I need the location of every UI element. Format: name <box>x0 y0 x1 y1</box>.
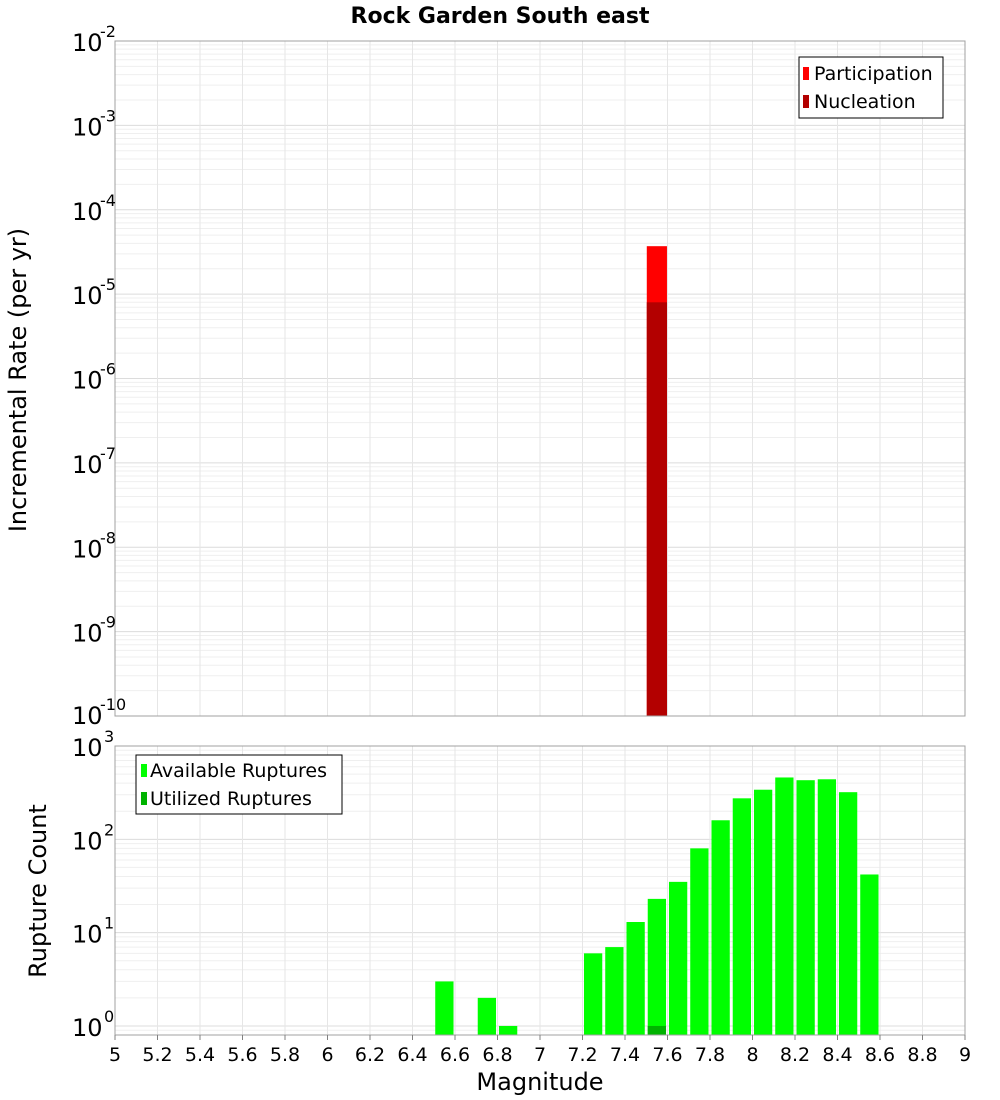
bar-available-ruptures <box>605 947 624 1035</box>
top-y-tick-base: 10 <box>72 282 103 310</box>
top-y-tick-base: 10 <box>72 29 103 57</box>
x-tick-label: 7.8 <box>695 1044 725 1066</box>
legend-label-utilized-ruptures: Utilized Ruptures <box>150 788 312 810</box>
x-tick-label: 7.4 <box>610 1044 640 1066</box>
bar-available-ruptures <box>498 1025 518 1035</box>
top-plot-frame <box>114 40 966 717</box>
bar-available-ruptures <box>796 780 815 1035</box>
x-tick-label: 8.8 <box>907 1044 937 1066</box>
x-tick-label: 6.2 <box>355 1044 385 1066</box>
x-tick-label: 8.4 <box>822 1044 852 1066</box>
x-tick-label: 8.2 <box>780 1044 810 1066</box>
x-tick-label: 8 <box>746 1044 758 1066</box>
bar-available-ruptures <box>860 874 879 1035</box>
bar-available-ruptures <box>668 881 688 1035</box>
x-tick-label: 7.6 <box>652 1044 682 1066</box>
bottom-y-tick-exponent: 3 <box>104 727 114 746</box>
top-y-tick-exponent: -5 <box>100 275 116 294</box>
bottom-bars <box>435 777 879 1035</box>
top-y-tick-exponent: -6 <box>100 360 116 379</box>
x-tick-label: 6 <box>321 1044 333 1066</box>
top-y-tick-exponent: -8 <box>100 528 116 547</box>
bottom-y-tick-base: 10 <box>72 921 103 949</box>
x-tick-label: 6.4 <box>397 1044 427 1066</box>
x-tick-label: 5.2 <box>142 1044 172 1066</box>
legend-swatch-participation <box>803 67 809 80</box>
top-y-tick-base: 10 <box>72 367 103 395</box>
bottom-y-tick-exponent: 1 <box>104 914 114 933</box>
top-bars <box>646 246 667 716</box>
x-tick-label: 6.8 <box>482 1044 512 1066</box>
bottom-y-tick-base: 10 <box>72 734 103 762</box>
bar-available-ruptures <box>626 922 645 1035</box>
top-legend-box <box>798 56 944 119</box>
x-tick-label: 7.2 <box>567 1044 597 1066</box>
legend-swatch-available-ruptures <box>141 764 147 777</box>
top-y-tick-base: 10 <box>72 535 103 563</box>
top-y-tick-base: 10 <box>72 451 103 479</box>
top-y-tick-base: 10 <box>72 113 103 141</box>
chart-title: Rock Garden South east <box>351 4 650 29</box>
bar-available-ruptures <box>817 779 837 1035</box>
bar-available-ruptures <box>690 848 709 1035</box>
legend-label-nucleation: Nucleation <box>814 91 916 113</box>
x-tick-label: 9 <box>959 1044 971 1066</box>
top-y-tick-labels: 10-210-310-410-510-610-710-810-910-10 <box>72 22 126 730</box>
x-tick-label: 5 <box>109 1044 121 1066</box>
top-y-tick-exponent: -2 <box>100 22 116 41</box>
x-tick-label: 5.4 <box>185 1044 215 1066</box>
top-y-tick-exponent: -7 <box>100 444 116 463</box>
x-tick-label: 6.6 <box>440 1044 470 1066</box>
top-y-tick-base: 10 <box>72 198 103 226</box>
top-y-tick-base: 10 <box>72 702 103 730</box>
bottom-y-tick-exponent: 0 <box>104 1007 114 1026</box>
top-legend[interactable]: Participation Nucleation <box>798 56 944 119</box>
legend-label-available-ruptures: Available Ruptures <box>150 760 327 782</box>
bottom-y-tick-base: 10 <box>72 1014 103 1042</box>
x-tick-label: 5.6 <box>227 1044 257 1066</box>
legend-swatch-nucleation <box>803 95 809 108</box>
bottom-y-axis-label: Rupture Count <box>24 804 52 978</box>
top-gridlines <box>114 41 966 717</box>
bottom-legend-box <box>135 754 343 815</box>
bottom-y-tick-base: 10 <box>72 827 103 855</box>
bar-available-ruptures <box>838 792 858 1035</box>
top-y-tick-exponent: -9 <box>100 613 116 632</box>
x-tick-label: 5.8 <box>270 1044 300 1066</box>
x-axis-label: Magnitude <box>476 1068 603 1096</box>
top-y-tick-exponent: -3 <box>100 106 116 125</box>
bottom-legend[interactable]: Available Ruptures Utilized Ruptures <box>135 754 343 815</box>
bar-available-ruptures <box>711 820 730 1035</box>
bar-available-ruptures <box>732 798 752 1035</box>
x-tick-label: 8.6 <box>865 1044 895 1066</box>
top-y-axis-label: Incremental Rate (per yr) <box>4 228 32 532</box>
bar-available-ruptures <box>647 898 667 1035</box>
bar-available-ruptures <box>583 953 603 1035</box>
x-tick-label: 7 <box>534 1044 546 1066</box>
top-y-tick-base: 10 <box>72 620 103 648</box>
bar-available-ruptures <box>753 789 773 1035</box>
bottom-y-tick-exponent: 2 <box>104 820 114 839</box>
bar-nucleation <box>646 302 667 716</box>
legend-label-participation: Participation <box>814 63 933 85</box>
bar-available-ruptures <box>477 997 497 1035</box>
x-tick-labels: 5 5.2 5.4 5.6 5.8 6 6.2 6.4 6.6 6.8 7 7.2 7.4 7.6 7.8 8… <box>109 1035 971 1066</box>
bar-available-ruptures <box>435 981 454 1035</box>
top-y-tick-exponent: -4 <box>100 191 116 210</box>
bar-utilized-ruptures <box>647 1025 667 1035</box>
bar-available-ruptures <box>775 777 794 1035</box>
legend-swatch-utilized-ruptures <box>141 792 147 805</box>
top-y-tick-exponent: -10 <box>100 695 126 714</box>
